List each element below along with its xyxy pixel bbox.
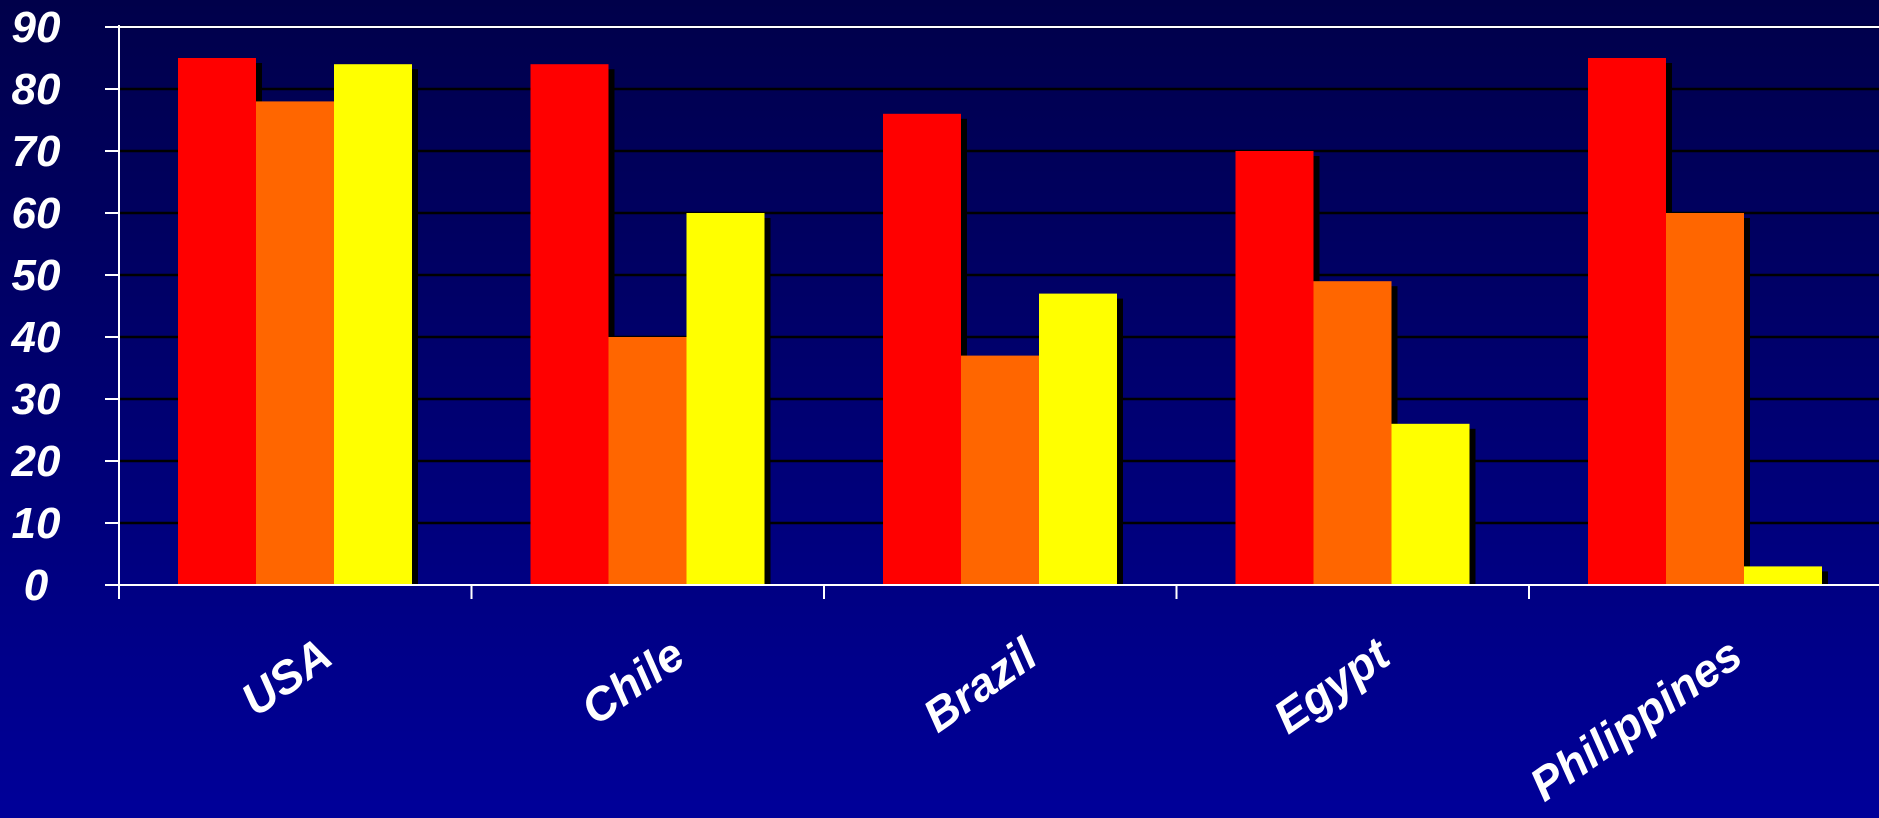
bar-philippines-3 (1744, 566, 1822, 585)
y-tick-label: 10 (12, 499, 61, 548)
bar-egypt-2 (1313, 281, 1392, 585)
axes (105, 25, 1879, 599)
bar-usa-3 (334, 64, 412, 585)
bar-usa-1 (178, 58, 256, 585)
bar-philippines-2 (1666, 213, 1744, 585)
bars (178, 58, 1828, 586)
y-tick-label: 90 (12, 3, 61, 52)
bar-chile-2 (608, 337, 687, 585)
y-tick-label: 70 (12, 127, 61, 176)
y-tick-label: 80 (12, 65, 61, 114)
bar-brazil-1 (883, 113, 961, 586)
bar-philippines-1 (1588, 58, 1666, 585)
bar-egypt-3 (1391, 423, 1470, 585)
y-tick-label: 30 (12, 375, 61, 424)
bar-brazil-2 (961, 355, 1039, 585)
y-tick-label: 60 (12, 189, 61, 238)
y-tick-label: 50 (12, 251, 61, 300)
y-tick-labels: 0 10 20 30 40 50 60 70 80 90 (11, 3, 61, 610)
bar-brazil-3 (1039, 293, 1117, 585)
bar-egypt-1 (1235, 151, 1314, 585)
y-tick-label: 0 (24, 561, 49, 610)
y-tick-label: 40 (11, 313, 61, 362)
bar-chile-3 (686, 213, 765, 585)
bar-chile-1 (530, 64, 609, 585)
bar-usa-2 (256, 101, 334, 586)
y-tick-label: 20 (11, 437, 61, 486)
